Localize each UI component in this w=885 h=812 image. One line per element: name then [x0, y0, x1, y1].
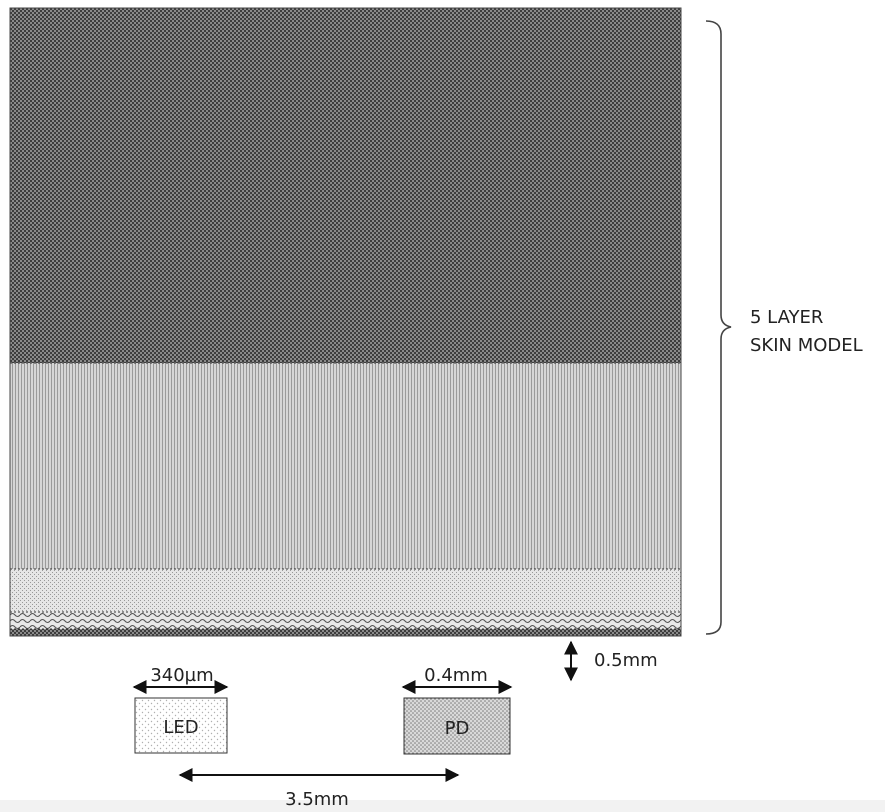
pd-box	[403, 697, 511, 755]
gap-label: 0.5mm	[594, 650, 658, 671]
skin-model-brace	[705, 20, 732, 635]
skin-layer-4	[10, 612, 681, 629]
led-label: LED	[163, 717, 198, 738]
skin-layer-3	[10, 569, 681, 612]
led-width-label: 340µm	[150, 665, 213, 686]
pd-label: PD	[445, 718, 470, 739]
bottom-strip	[0, 800, 885, 812]
skin-model-label-line1: 5 LAYER	[750, 307, 823, 328]
separation-label: 3.5mm	[285, 789, 349, 810]
skin-layer-2	[10, 363, 681, 569]
skin-layers	[9, 7, 682, 637]
led-box	[134, 697, 228, 754]
skin-layer-1	[10, 8, 681, 363]
skin-layer-5	[10, 629, 681, 636]
skin-model-label-line2: SKIN MODEL	[750, 335, 863, 356]
pd-width-label: 0.4mm	[424, 665, 488, 686]
